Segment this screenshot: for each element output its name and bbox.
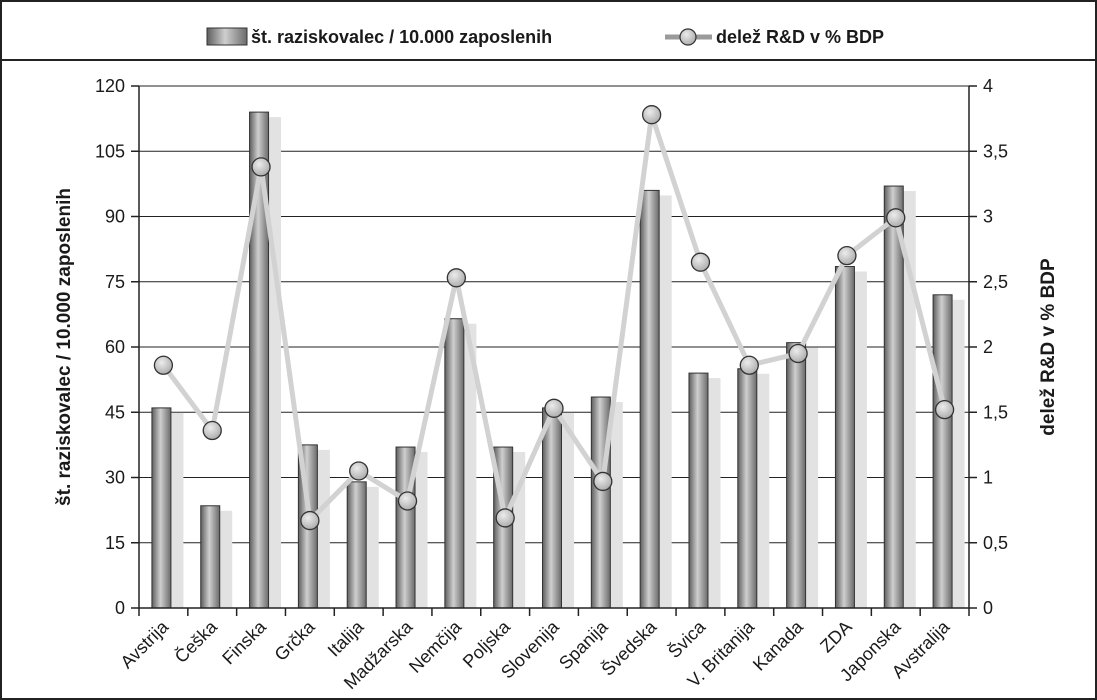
- left-tick-label: 30: [105, 468, 125, 488]
- rd-point: [886, 208, 906, 228]
- right-tick-labels: 0 0,5 1 1,5 2 2,5 3 3,5 4: [983, 76, 1008, 618]
- legend-bar-swatch: [206, 27, 248, 46]
- legend-line-marker: [679, 28, 697, 46]
- left-tick-label: 120: [95, 76, 125, 96]
- rd-point: [397, 491, 418, 511]
- right-tick-label: 2,5: [983, 272, 1008, 292]
- rd-point: [641, 105, 662, 125]
- rd-point: [349, 461, 369, 481]
- rd-point: [837, 245, 857, 266]
- right-tick-label: 4: [983, 76, 993, 96]
- rd-point: [593, 471, 613, 492]
- right-tick-label: 0: [983, 598, 993, 618]
- bar: [444, 318, 465, 609]
- rd-line: [153, 105, 955, 531]
- y2-axis-title: delež R&D v % BDP: [1038, 258, 1059, 436]
- left-tick-label: 45: [105, 402, 125, 422]
- right-tick-label: 3: [983, 207, 993, 227]
- legend: št. raziskovalec / 10.000 zaposlenih del…: [206, 27, 884, 47]
- bar: [151, 407, 172, 609]
- left-tick-label: 0: [115, 598, 125, 618]
- bar: [639, 189, 660, 609]
- y-axis-title: št. raziskovalec / 10.000 zaposlenih: [54, 188, 75, 506]
- left-tick-label: 105: [95, 141, 125, 161]
- bar: [834, 266, 855, 609]
- left-tick-label: 60: [105, 337, 125, 357]
- right-tick-label: 1,5: [983, 402, 1008, 422]
- axes: [138, 86, 970, 616]
- right-tick-label: 0,5: [983, 533, 1008, 553]
- rd-point: [934, 399, 955, 420]
- rd-point: [544, 398, 564, 418]
- rd-point: [251, 157, 271, 177]
- bar: [542, 407, 562, 609]
- rd-point: [690, 252, 711, 272]
- legend-bar-label: št. raziskovalec / 10.000 zaposlenih: [251, 27, 552, 47]
- rd-point: [446, 268, 467, 288]
- bar: [737, 368, 758, 609]
- left-tick-labels: 0 15 30 45 60 75 90 105 120: [95, 76, 125, 618]
- left-tick-label: 15: [105, 533, 125, 553]
- right-tick-label: 1: [983, 468, 993, 488]
- right-tick-label: 3,5: [983, 141, 1008, 161]
- rd-point: [788, 343, 808, 364]
- rd-point: [495, 508, 515, 528]
- bars: [151, 111, 965, 609]
- rd-point: [153, 355, 174, 375]
- bar: [883, 185, 904, 609]
- bar: [932, 294, 953, 609]
- rd-point: [300, 510, 320, 531]
- left-tick-label: 75: [105, 272, 125, 292]
- rd-point: [739, 355, 759, 375]
- bar: [200, 505, 221, 609]
- bar: [346, 481, 367, 609]
- rd-point: [202, 420, 222, 441]
- right-tick-label: 2: [983, 337, 993, 357]
- bar: [688, 372, 709, 609]
- legend-line-label: delež R&D v % BDP: [716, 27, 884, 47]
- left-tick-label: 90: [105, 207, 125, 227]
- bar: [786, 342, 807, 609]
